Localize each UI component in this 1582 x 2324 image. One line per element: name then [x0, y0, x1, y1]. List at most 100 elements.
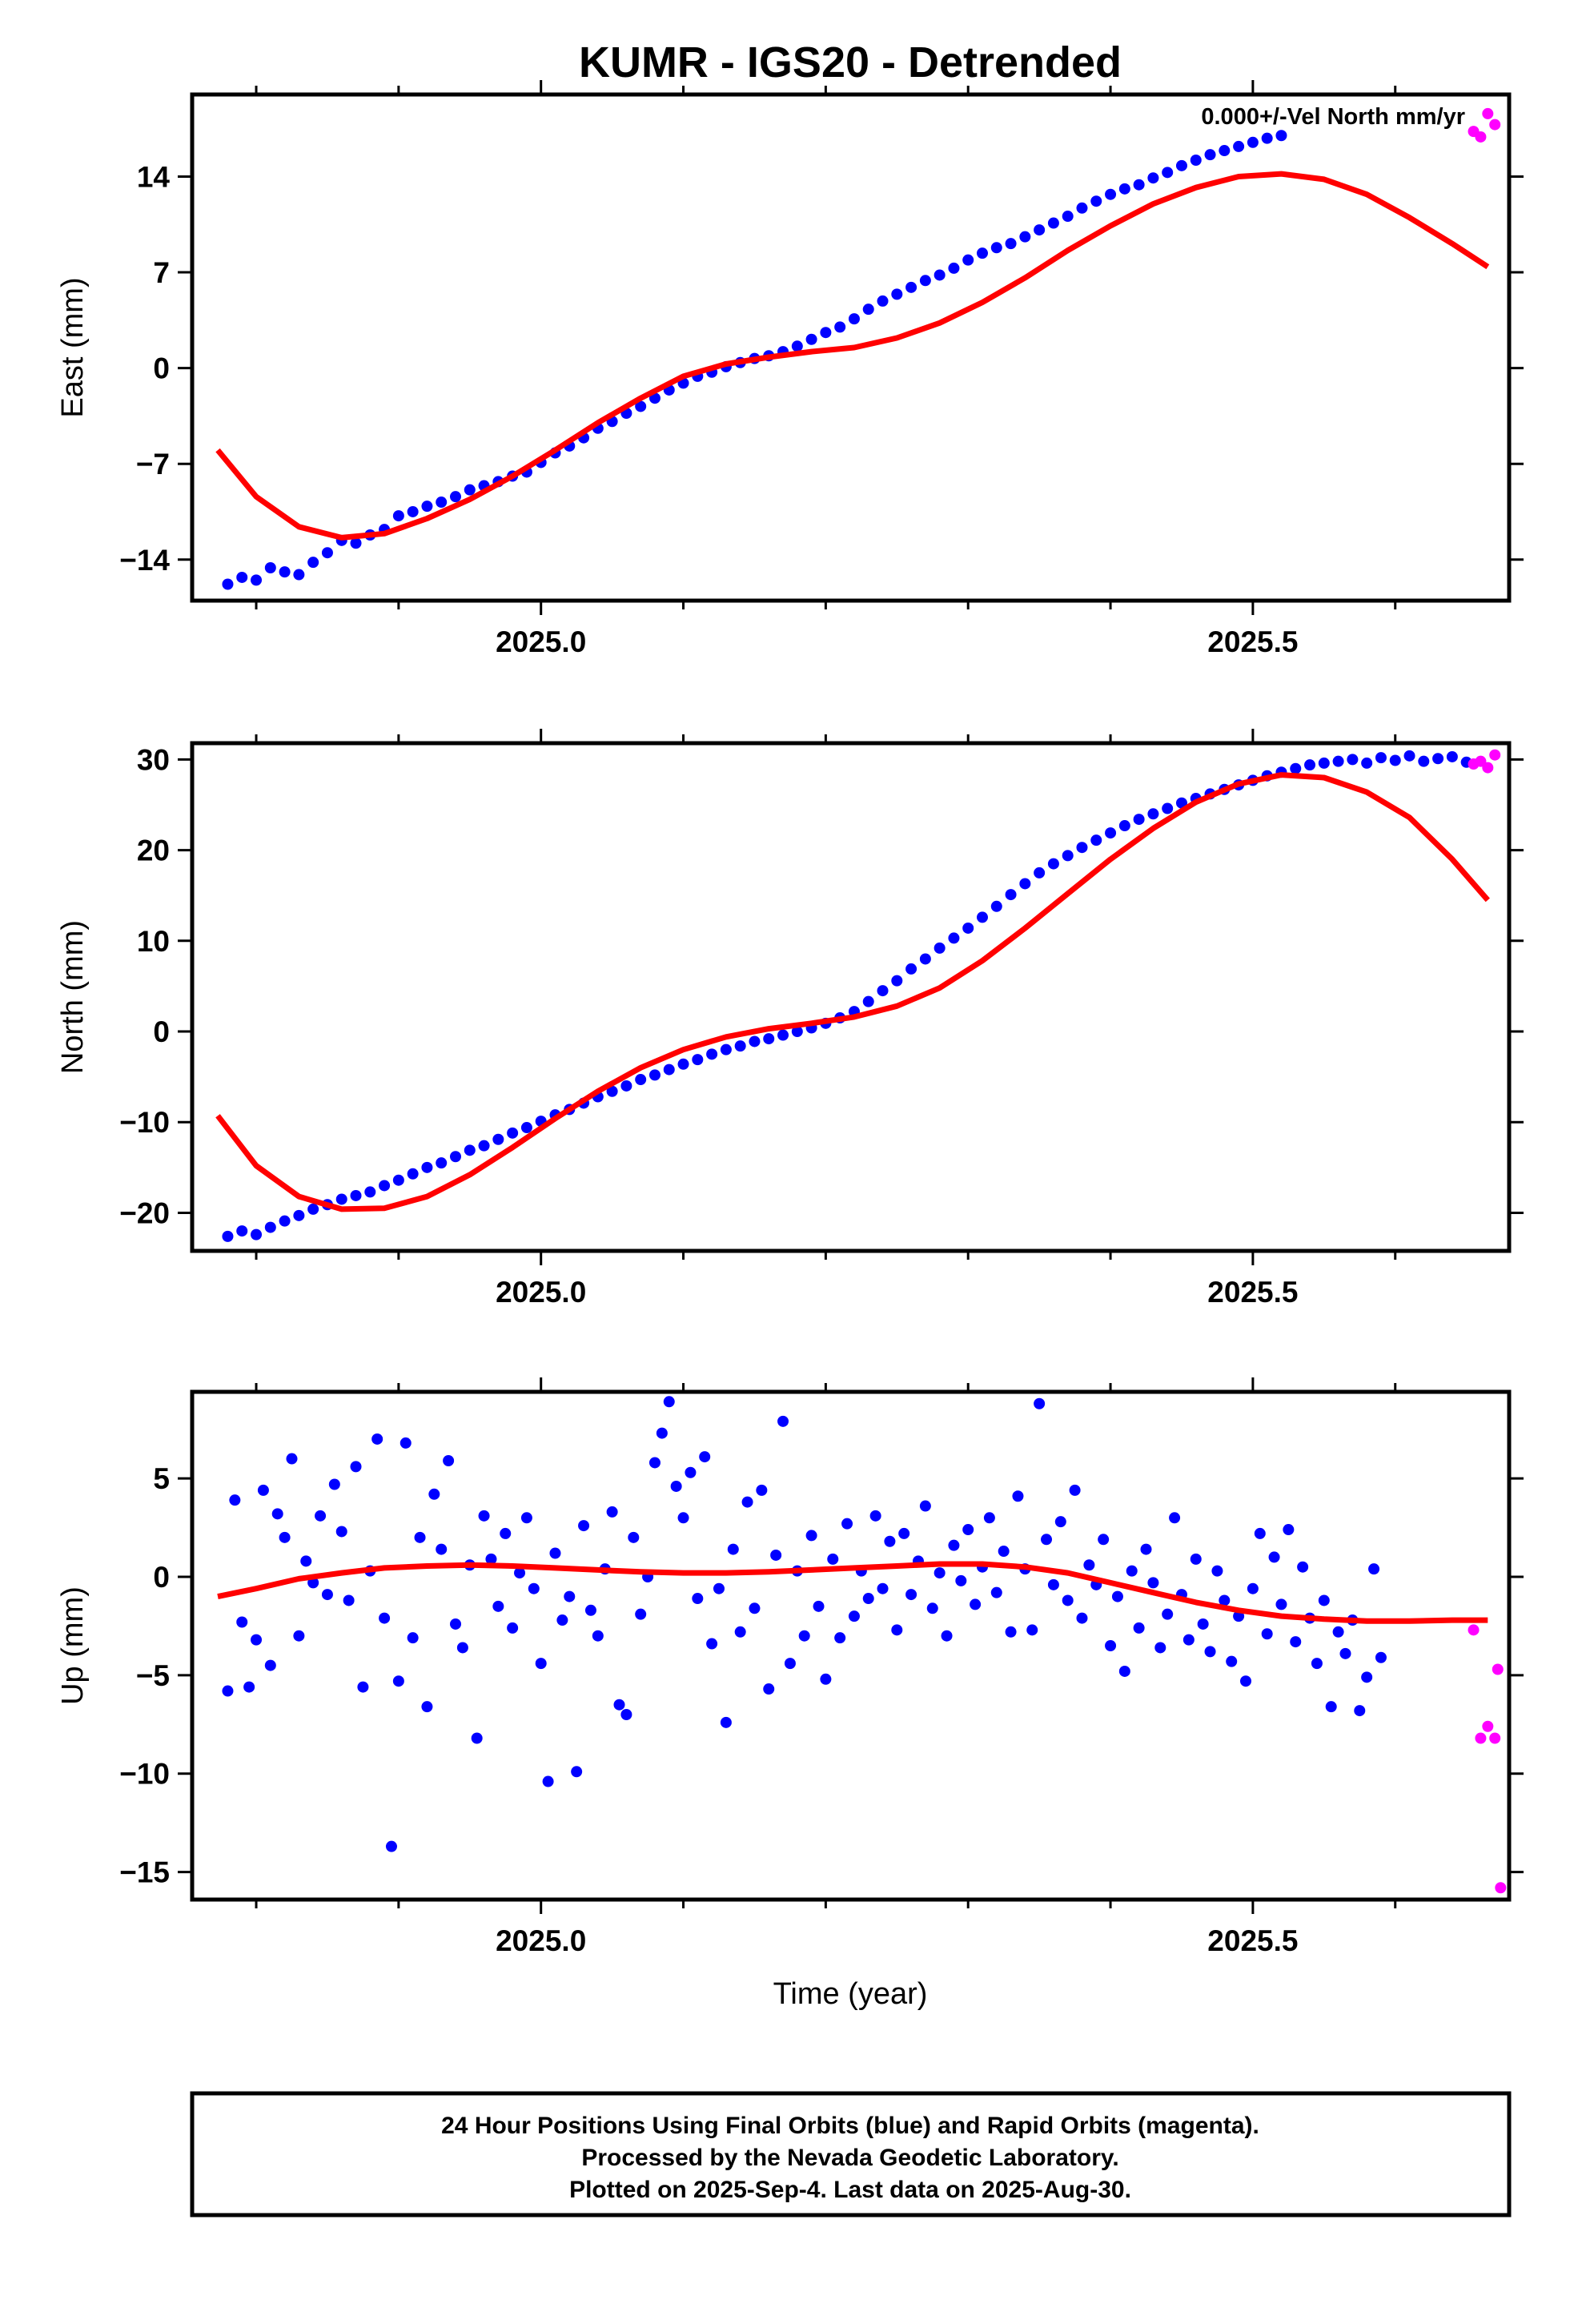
final-orbit-point — [777, 1415, 789, 1427]
final-orbit-point — [841, 1518, 853, 1530]
final-orbit-point — [1133, 179, 1145, 191]
final-orbit-point — [670, 1480, 682, 1492]
final-orbit-point — [1133, 1622, 1145, 1634]
y-tick-label: 0 — [153, 1561, 170, 1594]
final-orbit-point — [251, 574, 263, 586]
final-orbit-point — [1318, 1594, 1330, 1606]
rapid-orbit-point — [1482, 107, 1494, 119]
final-orbit-point — [1175, 159, 1187, 171]
final-orbit-point — [777, 1029, 789, 1041]
final-orbit-point — [1347, 754, 1359, 766]
final-orbit-point — [763, 1683, 775, 1695]
final-orbit-point — [350, 537, 362, 549]
final-orbit-point — [998, 1546, 1010, 1558]
y-axis-label-up: Up (mm) — [56, 1586, 90, 1705]
final-orbit-point — [1041, 1534, 1053, 1546]
final-orbit-point — [271, 1508, 283, 1520]
final-orbit-point — [464, 1144, 476, 1156]
final-orbit-point — [1019, 231, 1031, 243]
final-orbit-point — [1375, 752, 1387, 764]
final-orbit-point — [1034, 866, 1046, 879]
velocity-annotation: 0.000+/-Vel North mm/yr — [1201, 104, 1465, 130]
y-tick-label: −7 — [136, 448, 170, 480]
final-orbit-point — [421, 501, 433, 513]
final-orbit-point — [727, 1543, 739, 1555]
rapid-orbit-point — [1482, 1720, 1494, 1732]
final-orbit-point — [1211, 1565, 1223, 1577]
fit-curve-up — [217, 1561, 1488, 1624]
final-orbit-point — [934, 942, 946, 954]
final-orbit-point — [335, 1526, 347, 1538]
final-orbit-point — [635, 400, 647, 412]
final-orbit-point — [699, 1451, 711, 1463]
final-orbit-point — [805, 1530, 817, 1542]
final-orbit-point — [251, 1228, 263, 1240]
final-orbit-point — [1026, 1624, 1038, 1636]
final-orbit-point — [307, 1203, 319, 1215]
final-orbit-point — [520, 1122, 532, 1134]
y-tick-label: 14 — [137, 160, 171, 193]
final-orbit-point — [720, 1716, 732, 1728]
final-orbit-point — [1197, 1618, 1209, 1630]
final-orbit-point — [450, 1151, 461, 1163]
y-tick-label: −5 — [136, 1659, 170, 1692]
final-orbit-point — [977, 247, 988, 259]
final-orbit-point — [1105, 188, 1117, 200]
final-orbit-point — [300, 1555, 312, 1567]
final-orbit-point — [1076, 842, 1088, 854]
final-orbit-point — [1105, 1640, 1117, 1651]
final-orbit-point — [891, 288, 903, 300]
final-orbit-point — [919, 953, 931, 965]
final-orbit-point — [1275, 130, 1287, 142]
final-orbit-point — [862, 1593, 874, 1605]
y-tick-label: −20 — [119, 1196, 170, 1229]
final-orbit-point — [450, 1618, 461, 1630]
final-orbit-point — [293, 1209, 305, 1221]
final-orbit-point — [1204, 149, 1216, 161]
rapid-orbit-point — [1475, 131, 1487, 143]
final-orbit-point — [1034, 1397, 1046, 1409]
final-orbit-point — [407, 1168, 419, 1180]
chart-title: KUMR - IGS20 - Detrended — [579, 38, 1122, 86]
final-orbit-point — [400, 1437, 412, 1449]
final-orbit-point — [905, 281, 917, 293]
final-orbit-point — [820, 327, 832, 339]
final-orbit-point — [1069, 1484, 1081, 1496]
footer-line: 24 Hour Positions Using Final Orbits (bl… — [441, 2113, 1259, 2139]
final-orbit-point — [1126, 1565, 1138, 1577]
final-orbit-point — [848, 313, 860, 325]
final-orbit-point — [1005, 889, 1017, 901]
final-orbit-point — [1140, 1543, 1152, 1555]
final-orbit-point — [877, 1582, 889, 1594]
final-orbit-point — [392, 1174, 404, 1186]
final-orbit-point — [798, 1630, 810, 1642]
final-orbit-point — [407, 1632, 419, 1644]
final-orbit-point — [371, 1433, 383, 1445]
final-orbit-point — [222, 1685, 234, 1697]
final-orbit-point — [236, 571, 248, 583]
final-orbit-point — [1204, 1646, 1216, 1658]
final-orbit-point — [1111, 1590, 1123, 1602]
final-orbit-point — [1247, 1582, 1259, 1594]
final-orbit-point — [1062, 850, 1074, 862]
final-orbit-point — [620, 1080, 632, 1092]
final-orbit-point — [343, 1594, 355, 1606]
final-orbit-point — [1047, 858, 1059, 870]
y-tick-label: 7 — [153, 256, 170, 289]
panel-north: 2025.0 2025.5 −20 −10 0 10 20 30 North (mm) — [56, 729, 1524, 1309]
final-orbit-point — [1005, 1626, 1017, 1638]
panel-frame-up — [190, 1389, 1512, 1902]
final-orbit-point — [898, 1527, 910, 1539]
final-orbit-point — [485, 1553, 497, 1565]
final-orbit-point — [1118, 183, 1130, 195]
final-orbit-point — [1275, 1598, 1287, 1610]
final-orbit-point — [1105, 827, 1117, 839]
final-orbit-point — [1261, 132, 1273, 144]
final-orbit-point — [720, 1043, 732, 1055]
final-orbit-point — [734, 1040, 746, 1052]
final-orbit-point — [1118, 820, 1130, 832]
final-orbit-point — [251, 1634, 263, 1646]
final-orbit-point — [1361, 1671, 1373, 1683]
final-orbit-point — [328, 1478, 340, 1490]
final-orbit-point — [891, 1624, 903, 1636]
